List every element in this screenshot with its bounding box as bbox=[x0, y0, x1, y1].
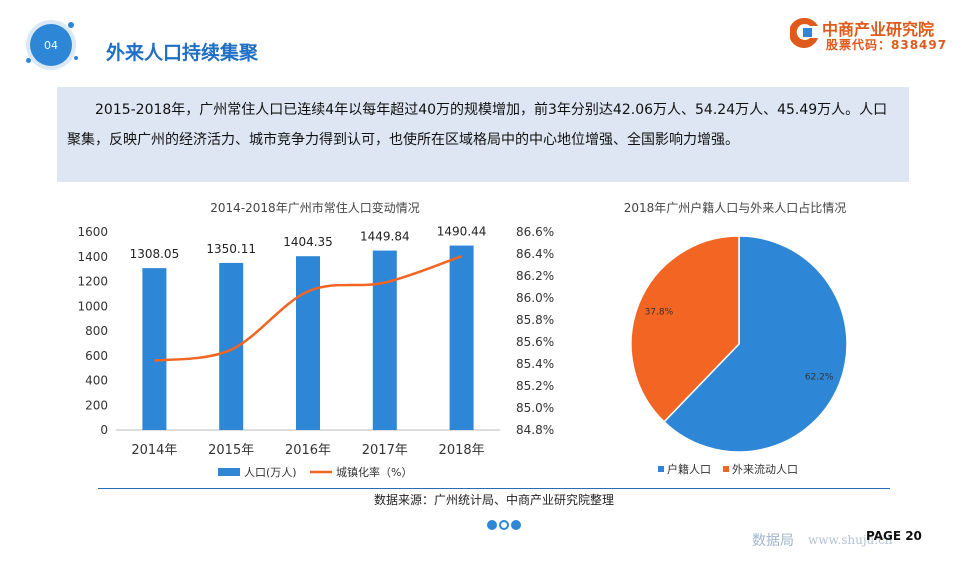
y-tick-label: 400 bbox=[85, 374, 108, 388]
bar bbox=[449, 245, 474, 430]
decor-dot bbox=[74, 56, 78, 60]
x-tick-label: 2015年 bbox=[208, 443, 254, 458]
y2-tick-label: 85.8% bbox=[516, 313, 554, 327]
y2-tick-label: 85.2% bbox=[516, 379, 554, 393]
y-tick-label: 800 bbox=[85, 324, 108, 338]
decor-dot bbox=[26, 58, 31, 63]
x-tick-label: 2016年 bbox=[285, 443, 331, 458]
y-tick-label: 1200 bbox=[77, 275, 108, 289]
line-series-urbanization bbox=[154, 255, 463, 362]
pie-chart-title: 2018年广州户籍人口与外来人口占比情况 bbox=[623, 201, 847, 215]
legend-swatch bbox=[658, 466, 664, 472]
pie-slice bbox=[630, 235, 740, 423]
y2-tick-label: 84.8% bbox=[516, 423, 554, 437]
page-number: PAGE 20 bbox=[866, 529, 922, 543]
legend-label-population: 人口(万人) bbox=[244, 466, 297, 479]
bar-data-label: 1449.84 bbox=[360, 230, 410, 244]
section-badge: 04 bbox=[30, 24, 72, 66]
x-tick-label: 2014年 bbox=[131, 443, 177, 458]
summary-text: 2015-2018年，广州常住人口已连续4年以每年超过40万的规模增加，前3年分… bbox=[57, 87, 909, 182]
bar bbox=[296, 256, 320, 430]
y2-tick-label: 86.4% bbox=[516, 247, 554, 261]
watermark: 数据局 bbox=[752, 533, 794, 549]
y-tick-label: 600 bbox=[85, 349, 108, 363]
bar-data-label: 1490.44 bbox=[437, 225, 487, 239]
bar-data-label: 1350.11 bbox=[206, 242, 256, 256]
y2-tick-label: 86.2% bbox=[516, 269, 554, 283]
legend-label: 外来流动人口 bbox=[732, 462, 798, 476]
bar bbox=[142, 268, 167, 430]
page-title: 外来人口持续集聚 bbox=[106, 42, 259, 64]
x-tick-label: 2018年 bbox=[439, 443, 485, 458]
source-divider bbox=[98, 488, 890, 489]
population-combo-chart: 0 200 400 600 800 1000 1200 1400 1600 84.8% 85.0% 8… bbox=[77, 225, 554, 479]
stock-code: 股票代码：838497 bbox=[826, 38, 948, 52]
bar-data-label: 1404.35 bbox=[283, 235, 333, 249]
bar bbox=[372, 250, 397, 430]
pie-slice-label: 62.2% bbox=[805, 372, 834, 382]
bar-chart-title: 2014-2018年广州市常住人口变动情况 bbox=[210, 201, 420, 215]
population-share-pie-chart: 62.2% 37.8% 户籍人口 外来流动人口 bbox=[630, 235, 848, 476]
y2-tick-label: 85.4% bbox=[516, 357, 554, 371]
y-tick-label: 0 bbox=[100, 423, 108, 437]
y-tick-label: 1000 bbox=[77, 299, 108, 313]
pie-slice-label: 37.8% bbox=[645, 308, 674, 318]
legend-label: 户籍人口 bbox=[667, 462, 711, 476]
pager-dot[interactable] bbox=[499, 520, 509, 530]
y-tick-label: 1600 bbox=[77, 225, 108, 239]
company-logo-name: 中商产业研究院 bbox=[822, 20, 935, 39]
pager-dot[interactable] bbox=[487, 520, 497, 530]
y2-tick-label: 85.0% bbox=[516, 401, 554, 415]
pie-slice bbox=[663, 235, 848, 453]
y2-tick-label: 86.0% bbox=[516, 291, 554, 305]
legend-swatch-population bbox=[218, 468, 240, 476]
pager-dot[interactable] bbox=[511, 520, 521, 530]
y-tick-label: 1400 bbox=[77, 250, 108, 264]
watermark-url: www.shuju.cn bbox=[808, 533, 893, 547]
legend-label-urbanization: 城镇化率（%） bbox=[336, 465, 412, 479]
bar-data-label: 1308.05 bbox=[130, 247, 180, 261]
y2-tick-label: 85.6% bbox=[516, 335, 554, 349]
x-tick-label: 2017年 bbox=[362, 443, 408, 458]
legend-swatch bbox=[723, 466, 729, 472]
company-logo-icon bbox=[790, 17, 818, 48]
decor-dot bbox=[68, 22, 74, 28]
y2-tick-label: 86.6% bbox=[516, 225, 554, 239]
data-source: 数据来源：广州统计局、中商产业研究院整理 bbox=[373, 493, 614, 507]
y-tick-label: 200 bbox=[85, 398, 108, 412]
